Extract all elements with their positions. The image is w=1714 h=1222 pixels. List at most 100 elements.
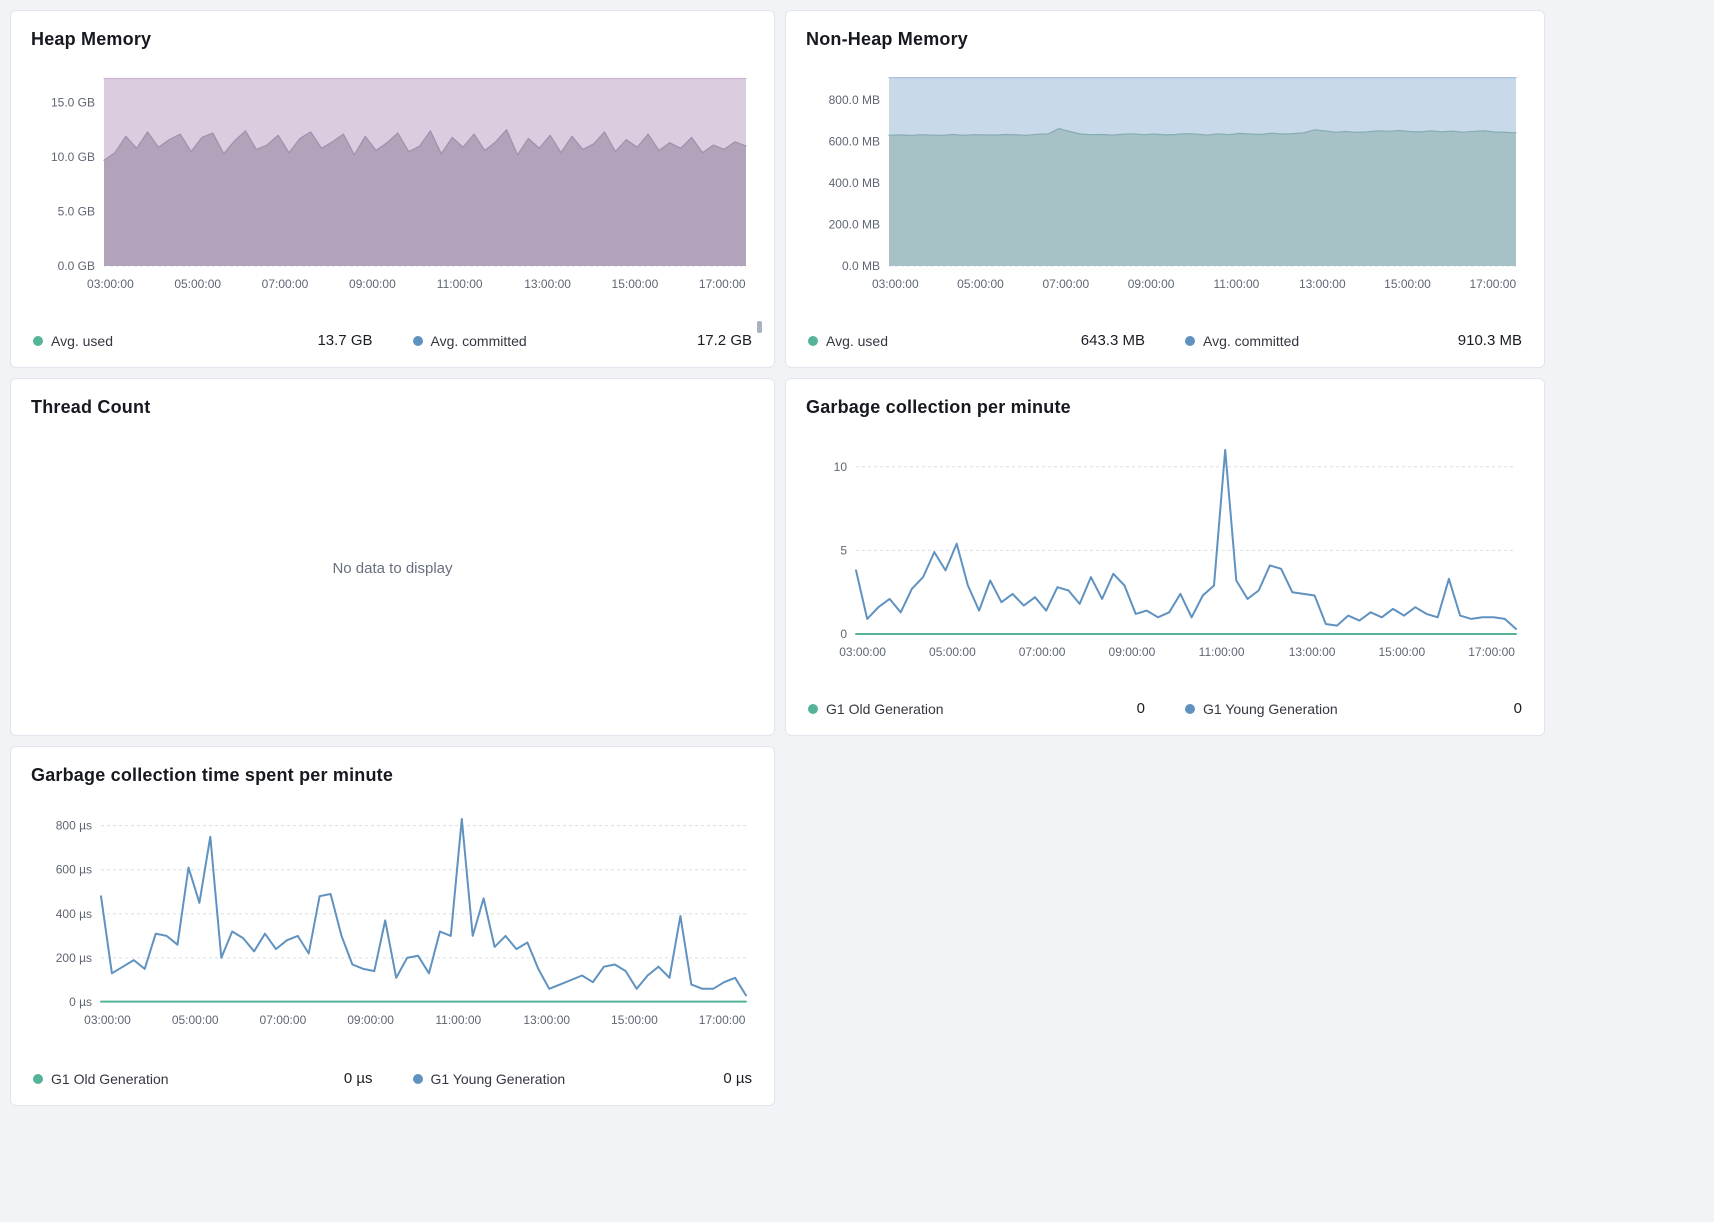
legend-label: Avg. committed: [1203, 332, 1300, 349]
svg-text:15:00:00: 15:00:00: [612, 277, 659, 291]
legend-value: 910.3 MB: [1457, 332, 1522, 349]
legend-label: G1 Young Generation: [1203, 700, 1338, 717]
legend-label: G1 Old Generation: [51, 1070, 169, 1087]
svg-text:05:00:00: 05:00:00: [929, 645, 976, 659]
svg-text:800 µs: 800 µs: [56, 819, 92, 833]
svg-text:17:00:00: 17:00:00: [699, 1013, 746, 1027]
svg-text:17:00:00: 17:00:00: [1468, 645, 1515, 659]
series-dot-icon: [1185, 703, 1195, 714]
legend-label: G1 Old Generation: [826, 700, 944, 717]
svg-text:0.0 GB: 0.0 GB: [58, 259, 95, 273]
svg-text:11:00:00: 11:00:00: [437, 277, 483, 291]
series-dot-icon: [412, 335, 423, 346]
legend-item-avg-committed[interactable]: Avg. committed 17.2 GB: [412, 332, 752, 349]
panel-gc-per-minute: Garbage collection per minute 0 5 10 03:00:…: [785, 378, 1545, 736]
gc-per-minute-chart[interactable]: 0 5 10 03:00:00 05:00:00 07:00:00 09:00:00 11:0…: [806, 428, 1526, 664]
svg-text:05:00:00: 05:00:00: [957, 277, 1004, 291]
svg-text:07:00:00: 07:00:00: [260, 1013, 307, 1027]
non-heap-memory-legend: Avg. used 643.3 MB Avg. committed 910.3 …: [806, 330, 1524, 351]
svg-text:07:00:00: 07:00:00: [1042, 277, 1089, 291]
svg-text:11:00:00: 11:00:00: [435, 1013, 481, 1027]
legend-label: Avg. used: [826, 332, 889, 349]
svg-text:13:00:00: 13:00:00: [1299, 277, 1346, 291]
svg-text:17:00:00: 17:00:00: [699, 277, 746, 291]
panel-thread-count: Thread Count No data to display: [10, 378, 775, 736]
svg-text:600.0 MB: 600.0 MB: [829, 135, 880, 149]
legend-value: 0: [1136, 700, 1145, 717]
legend-value: 0 µs: [343, 1070, 373, 1087]
gc-per-minute-title: Garbage collection per minute: [806, 397, 1071, 417]
svg-text:600 µs: 600 µs: [56, 863, 92, 877]
legend-item-g1-young-generation[interactable]: G1 Young Generation 0 µs: [412, 1070, 752, 1087]
legend-item-g1-old-generation[interactable]: G1 Old Generation 0 µs: [33, 1070, 373, 1087]
gc-per-minute-legend: G1 Old Generation 0 G1 Young Generation …: [806, 698, 1524, 719]
svg-text:15:00:00: 15:00:00: [1378, 645, 1425, 659]
series-dot-icon: [33, 335, 43, 346]
gc-time-per-minute-title: Garbage collection time spent per minute: [31, 765, 394, 785]
svg-text:07:00:00: 07:00:00: [1019, 645, 1066, 659]
svg-text:11:00:00: 11:00:00: [1199, 645, 1245, 659]
legend-item-avg-used[interactable]: Avg. used 13.7 GB: [33, 332, 373, 349]
panel-heap-memory: Heap Memory 0.0 GB 5.0 GB 10.0 GB 15.0 GB 03…: [10, 10, 775, 368]
series-dot-icon: [412, 1073, 423, 1084]
svg-text:09:00:00: 09:00:00: [347, 1013, 394, 1027]
legend-value: 643.3 MB: [1080, 332, 1145, 349]
series-dot-icon: [808, 335, 818, 346]
panel-gc-time-per-minute: Garbage collection time spent per minute…: [10, 746, 775, 1106]
non-heap-memory-chart[interactable]: 0.0 MB 200.0 MB 400.0 MB 600.0 MB 800.0 MB 03…: [806, 60, 1526, 296]
svg-text:0: 0: [840, 627, 847, 641]
thread-count-title: Thread Count: [31, 397, 151, 417]
svg-text:400 µs: 400 µs: [56, 907, 92, 921]
heap-memory-chart[interactable]: 0.0 GB 5.0 GB 10.0 GB 15.0 GB 03:00:00 05:00:…: [31, 60, 756, 296]
series-dot-icon: [808, 703, 818, 714]
legend-item-g1-old-generation[interactable]: G1 Old Generation 0: [808, 700, 1145, 717]
svg-text:09:00:00: 09:00:00: [1128, 277, 1175, 291]
legend-item-avg-committed[interactable]: Avg. committed 910.3 MB: [1185, 332, 1522, 349]
non-heap-memory-title: Non-Heap Memory: [806, 29, 969, 49]
svg-text:15:00:00: 15:00:00: [611, 1013, 658, 1027]
svg-text:11:00:00: 11:00:00: [1213, 277, 1259, 291]
svg-text:15:00:00: 15:00:00: [1384, 277, 1431, 291]
svg-text:03:00:00: 03:00:00: [872, 277, 919, 291]
svg-text:03:00:00: 03:00:00: [87, 277, 134, 291]
svg-text:07:00:00: 07:00:00: [262, 277, 309, 291]
svg-text:0 µs: 0 µs: [69, 995, 92, 1009]
gc-time-per-minute-legend: G1 Old Generation 0 µs G1 Young Generati…: [31, 1068, 754, 1089]
legend-label: Avg. committed: [430, 332, 527, 349]
gc-time-per-minute-chart[interactable]: 0 µs 200 µs 400 µs 600 µs 800 µs 03:00:00 05:0…: [31, 796, 756, 1032]
svg-text:13:00:00: 13:00:00: [524, 277, 571, 291]
legend-scrollbar-thumb[interactable]: [757, 321, 762, 333]
svg-text:200.0 MB: 200.0 MB: [829, 218, 880, 232]
legend-item-g1-young-generation[interactable]: G1 Young Generation 0: [1185, 700, 1522, 717]
svg-text:400.0 MB: 400.0 MB: [829, 176, 880, 190]
legend-item-avg-used[interactable]: Avg. used 643.3 MB: [808, 332, 1145, 349]
svg-text:13:00:00: 13:00:00: [523, 1013, 570, 1027]
panel-non-heap-memory: Non-Heap Memory 0.0 MB 200.0 MB 400.0 MB 60…: [785, 10, 1545, 368]
legend-label: G1 Young Generation: [430, 1070, 566, 1087]
heap-memory-legend: Avg. used 13.7 GB Avg. committed 17.2 GB: [31, 330, 754, 351]
dashboard-grid: Heap Memory 0.0 GB 5.0 GB 10.0 GB 15.0 GB 03…: [10, 10, 1545, 1106]
series-dot-icon: [1185, 335, 1195, 346]
no-data-message: No data to display: [332, 560, 453, 577]
legend-value: 0 µs: [723, 1070, 752, 1087]
svg-text:13:00:00: 13:00:00: [1289, 645, 1336, 659]
svg-text:5.0 GB: 5.0 GB: [58, 205, 95, 219]
legend-label: Avg. used: [51, 332, 114, 349]
svg-text:03:00:00: 03:00:00: [84, 1013, 131, 1027]
svg-text:05:00:00: 05:00:00: [172, 1013, 219, 1027]
svg-text:09:00:00: 09:00:00: [349, 277, 396, 291]
svg-text:0.0 MB: 0.0 MB: [842, 259, 880, 273]
series-dot-icon: [33, 1073, 43, 1084]
svg-text:17:00:00: 17:00:00: [1469, 277, 1516, 291]
svg-text:15.0 GB: 15.0 GB: [51, 96, 95, 110]
heap-memory-title: Heap Memory: [31, 29, 152, 49]
svg-text:05:00:00: 05:00:00: [174, 277, 221, 291]
legend-value: 0: [1513, 700, 1522, 717]
legend-value: 17.2 GB: [696, 332, 752, 349]
svg-text:10.0 GB: 10.0 GB: [51, 150, 95, 164]
legend-value: 13.7 GB: [317, 332, 373, 349]
svg-text:03:00:00: 03:00:00: [839, 645, 886, 659]
svg-text:09:00:00: 09:00:00: [1109, 645, 1156, 659]
svg-text:10: 10: [834, 460, 848, 474]
svg-text:800.0 MB: 800.0 MB: [829, 93, 880, 107]
